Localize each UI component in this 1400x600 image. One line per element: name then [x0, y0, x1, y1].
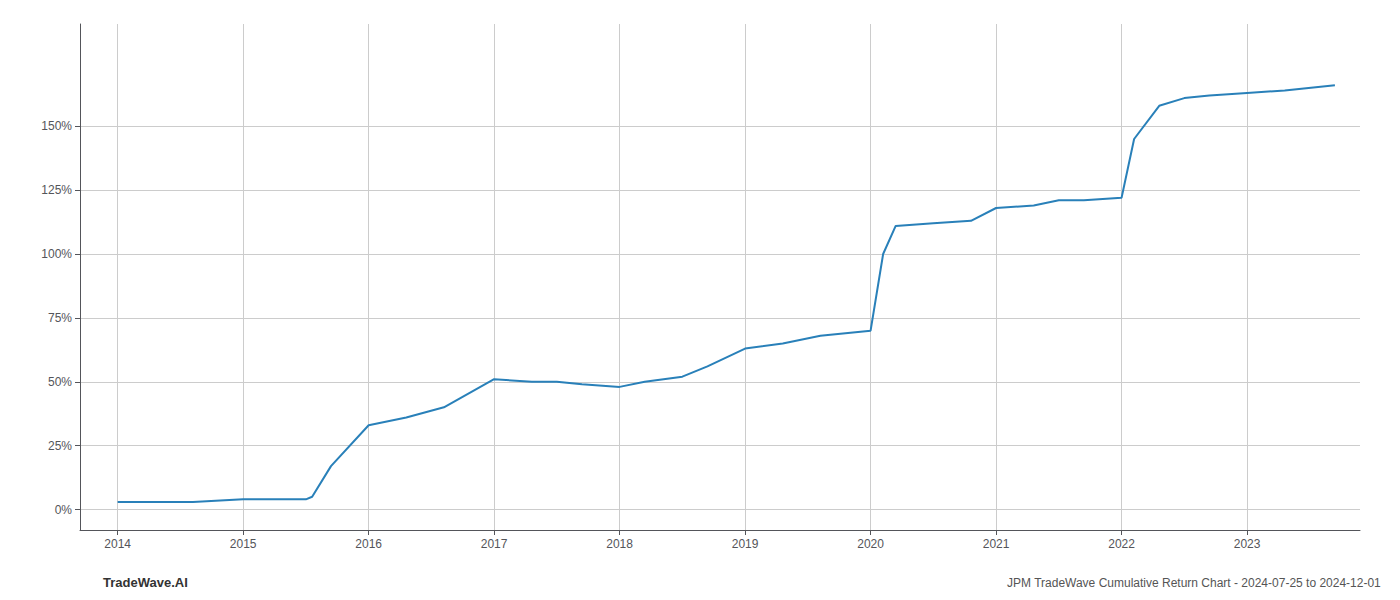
svg-text:125%: 125% — [41, 183, 72, 197]
svg-text:150%: 150% — [41, 119, 72, 133]
svg-text:TradeWave.AI: TradeWave.AI — [103, 575, 188, 590]
svg-text:JPM TradeWave Cumulative Retur: JPM TradeWave Cumulative Return Chart - … — [1007, 576, 1381, 590]
svg-text:2023: 2023 — [1234, 537, 1261, 551]
svg-text:25%: 25% — [48, 439, 72, 453]
svg-text:0%: 0% — [55, 503, 73, 517]
svg-text:2021: 2021 — [983, 537, 1010, 551]
svg-text:75%: 75% — [48, 311, 72, 325]
svg-text:2022: 2022 — [1108, 537, 1135, 551]
svg-text:2014: 2014 — [104, 537, 131, 551]
svg-text:50%: 50% — [48, 375, 72, 389]
svg-text:2019: 2019 — [732, 537, 759, 551]
svg-text:2020: 2020 — [857, 537, 884, 551]
svg-text:2015: 2015 — [230, 537, 257, 551]
svg-text:2018: 2018 — [606, 537, 633, 551]
svg-text:2016: 2016 — [355, 537, 382, 551]
svg-text:2017: 2017 — [481, 537, 508, 551]
svg-text:100%: 100% — [41, 247, 72, 261]
